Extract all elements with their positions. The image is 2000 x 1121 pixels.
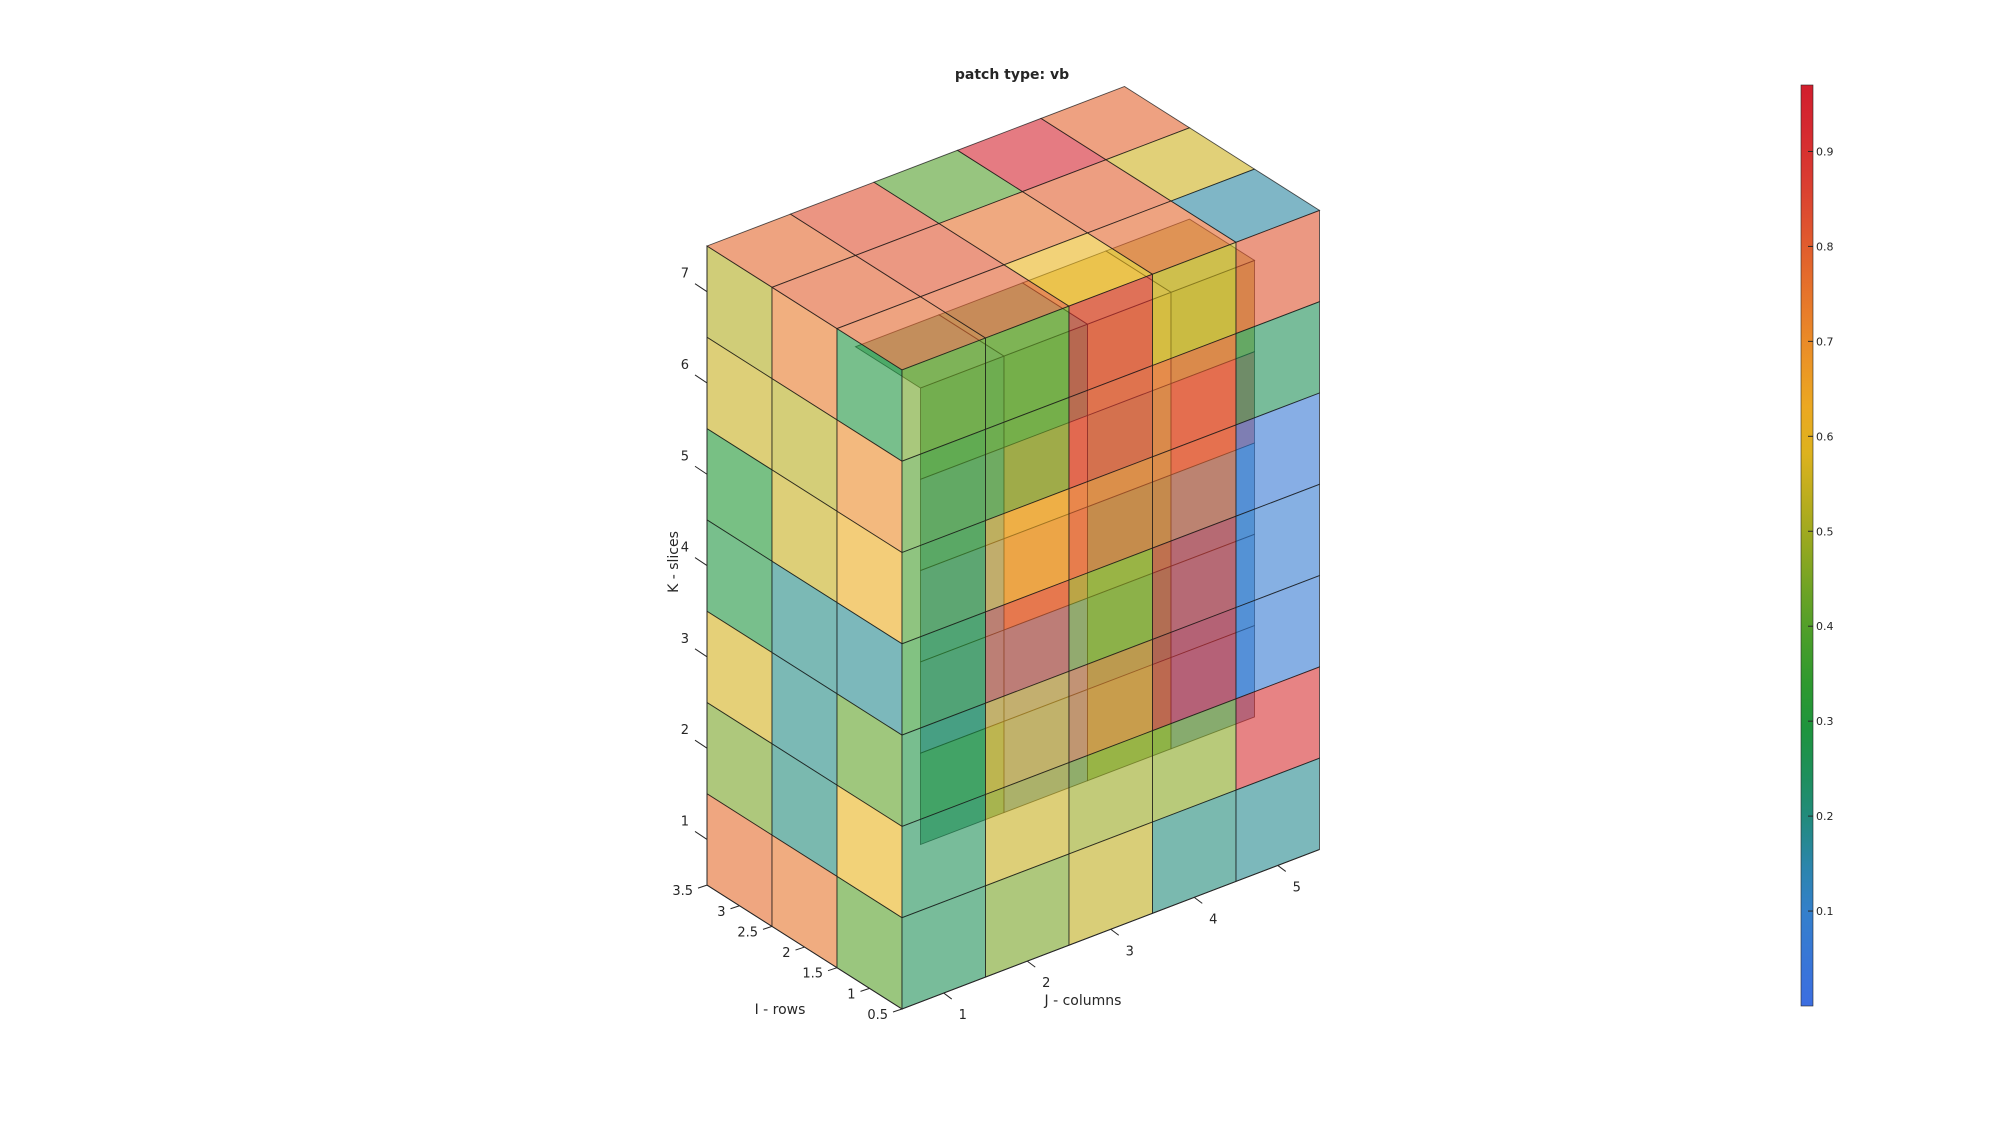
outer-voxel-faces [706, 85, 1321, 1010]
z-tick-label: 5 [681, 449, 689, 464]
y-tick-label: 2 [782, 946, 790, 961]
z-tick-label: 6 [681, 358, 689, 373]
colorbar-tick-label: 0.3 [1816, 715, 1834, 728]
y-axis-label: I - rows [755, 1002, 806, 1018]
x-tick-label: 4 [1209, 912, 1217, 927]
x-tick-mark [1110, 928, 1120, 936]
x-tick-label: 5 [1293, 880, 1301, 895]
z-tick-label: 7 [681, 267, 689, 282]
colorbar-tick-label: 0.7 [1816, 335, 1834, 348]
x-tick-label: 3 [1126, 944, 1134, 959]
colorbar-tick-label: 0.1 [1816, 905, 1834, 918]
colorbar-tick-label: 0.2 [1816, 810, 1834, 823]
y-tick-mark [860, 987, 870, 992]
y-tick-label: 3.5 [672, 884, 693, 899]
z-tick-mark [694, 557, 708, 566]
y-tick-mark [762, 925, 773, 930]
x-tick-mark [1026, 960, 1036, 968]
y-tick-mark [795, 946, 805, 951]
colorbar-tick-label: 0.4 [1816, 620, 1834, 633]
z-tick-mark [694, 831, 708, 840]
z-tick-label: 1 [681, 814, 689, 829]
x-axis-label: J - columns [1044, 993, 1122, 1009]
z-tick-mark [694, 283, 708, 293]
colorbar-tick-label: 0.6 [1816, 430, 1834, 443]
y-tick-label: 1.5 [802, 967, 823, 982]
y-tick-mark [697, 884, 708, 889]
y-tick-label: 2.5 [737, 925, 758, 940]
y-tick-mark [827, 967, 838, 972]
y-tick-label: 1 [847, 987, 855, 1002]
x-tick-label: 1 [959, 1008, 967, 1023]
colorbar-ticks: 0.1 0.2 0.3 0.4 0.5 0.6 0.7 0.8 0.9 [1808, 145, 1834, 918]
axes: 1 2 3 4 5 0.5 1 1.5 2 2.5 3 3.5 1 2 3 4 5 6 7 [672, 246, 1320, 1023]
z-tick-mark [694, 739, 708, 749]
colorbar-tick-label: 0.5 [1816, 525, 1834, 538]
y-tick-label: 0.5 [867, 1008, 888, 1023]
x-tick-label: 2 [1042, 976, 1050, 991]
z-tick-label: 4 [681, 541, 689, 556]
z-tick-label: 2 [681, 723, 689, 738]
colorbar-bar [1800, 84, 1814, 1007]
chart-title: patch type: vb [955, 67, 1069, 83]
x-tick-mark [1277, 865, 1287, 872]
x-tick-mark [943, 992, 953, 1000]
y-tick-mark [892, 1008, 903, 1013]
colorbar-tick-label: 0.9 [1816, 145, 1834, 158]
z-tick-label: 3 [681, 632, 689, 647]
z-axis-label: K - slices [666, 531, 682, 593]
z-tick-mark [694, 374, 708, 384]
y-tick-label: 3 [717, 905, 725, 920]
colorbar-tick-label: 0.8 [1816, 240, 1834, 253]
z-tick-mark [694, 648, 708, 658]
x-tick-mark [1193, 896, 1203, 904]
colorbar: 0.1 0.2 0.3 0.4 0.5 0.6 0.7 0.8 0.9 [1800, 84, 1834, 1007]
y-tick-mark [730, 905, 740, 910]
z-tick-mark [694, 465, 708, 475]
